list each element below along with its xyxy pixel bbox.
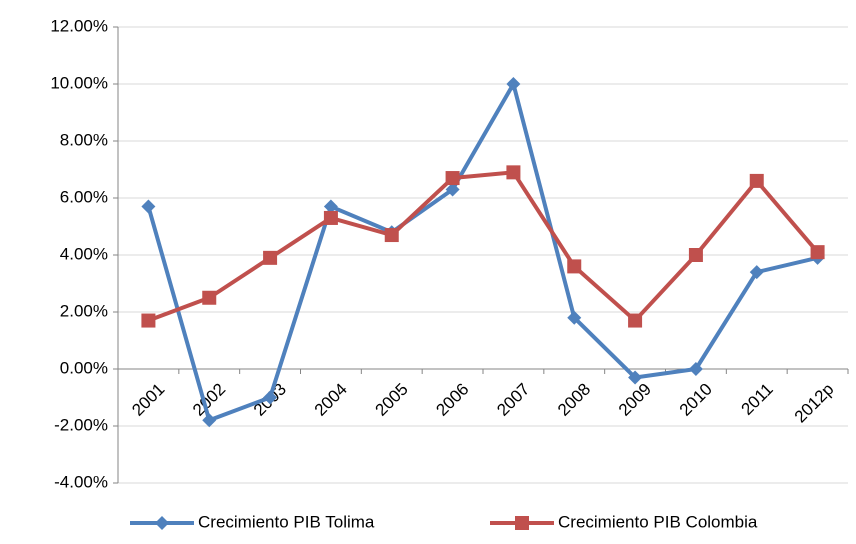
x-tick-label: 2010 [676,380,716,420]
x-tick-label: 2004 [311,380,351,420]
marker [384,228,399,243]
x-tick-label: 2011 [737,380,776,419]
series-line [146,82,819,423]
x-tick-label: 2008 [554,380,594,420]
x-tick-label: 2012p [791,380,838,427]
marker [567,259,582,274]
marker [515,516,529,530]
marker [141,199,156,214]
y-tick-label: 2.00% [60,301,108,320]
x-tick-label: 2001 [128,380,168,420]
marker [323,199,338,214]
marker [263,250,278,265]
marker [445,182,460,197]
marker [141,313,156,328]
marker [749,173,764,188]
marker [628,370,643,385]
y-tick-label: -2.00% [54,415,108,434]
x-tick-label: 2005 [372,380,412,420]
marker [506,165,521,180]
series-line [147,170,820,323]
marker [567,310,582,325]
x-tick-label: 2006 [432,380,472,420]
marker [506,77,521,91]
marker [202,290,217,305]
marker [202,413,217,428]
y-tick-label: 0.00% [60,358,108,377]
y-tick-label: -4.00% [54,472,108,491]
marker [810,245,825,260]
y-tick-label: 8.00% [60,130,108,149]
x-tick-label: 2009 [615,380,655,420]
x-tick-label: 2007 [493,380,533,420]
marker [688,362,703,376]
legend-label: Crecimiento PIB Tolima [198,512,375,531]
y-tick-label: 6.00% [60,187,108,206]
y-tick-label: 4.00% [60,244,108,263]
marker [445,171,460,186]
marker [688,248,703,262]
y-tick-label: 12.00% [50,16,108,35]
marker [155,516,169,530]
y-tick-label: 10.00% [50,73,108,92]
marker [263,390,278,405]
legend-label: Crecimiento PIB Colombia [558,512,758,531]
marker [628,313,643,328]
marker [749,265,764,280]
marker [323,210,338,225]
